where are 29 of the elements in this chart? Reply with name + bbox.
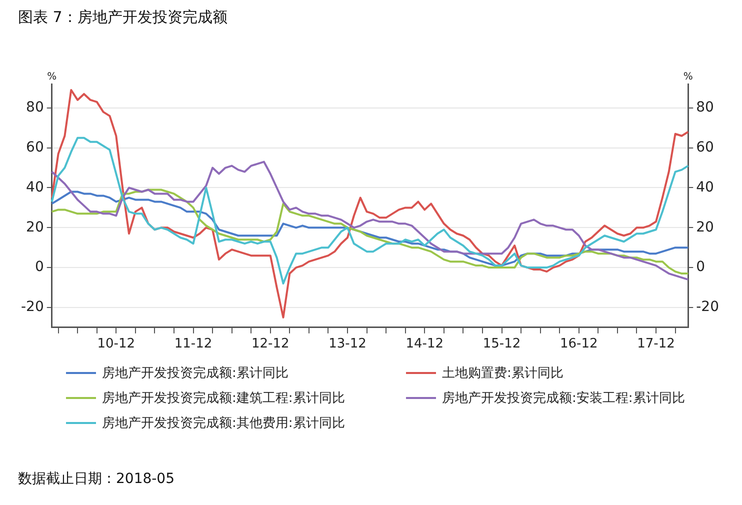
- x-tick-label: 12-12: [251, 336, 290, 352]
- y-tick-label: 60: [26, 139, 44, 156]
- x-tick-label: 13-12: [328, 336, 366, 352]
- legend-label: 房地产开发投资完成额:累计同比: [102, 365, 288, 382]
- y2-tick-label: -20: [696, 299, 720, 316]
- y-tick-label: 0: [34, 259, 44, 276]
- y-tick-label: -20: [20, 299, 44, 316]
- y-tick-label: 20: [26, 219, 44, 236]
- y2-tick-label: 40: [696, 179, 714, 196]
- y2-axis-title: %: [683, 72, 693, 83]
- legend-label: 房地产开发投资完成额:其他费用:累计同比: [102, 415, 345, 432]
- y-tick-label: 40: [26, 179, 44, 196]
- legend-label: 房地产开发投资完成额:建筑工程:累计同比: [102, 390, 345, 407]
- text: 数据截止日期：2018-05: [18, 470, 174, 488]
- x-tick-label: 15-12: [482, 336, 521, 352]
- x-tick-label: 10-12: [97, 336, 136, 352]
- legend-label: 房地产开发投资完成额:安装工程:累计同比: [442, 390, 685, 407]
- y-axis-title: %: [47, 72, 57, 83]
- y-tick-label: 80: [26, 100, 44, 116]
- y2-tick-label: 0: [696, 259, 706, 276]
- x-tick-label: 14-12: [406, 336, 444, 352]
- x-tick-label: 16-12: [560, 336, 598, 352]
- x-tick-label: 11-12: [174, 336, 212, 352]
- legend-label: 土地购置费:累计同比: [442, 365, 564, 382]
- chart-title: 图表 7：房地产开发投资完成额: [18, 8, 228, 27]
- y2-tick-label: 20: [696, 219, 714, 236]
- y2-tick-label: 60: [696, 139, 714, 156]
- y2-tick-label: 80: [696, 100, 714, 116]
- x-tick-label: 17-12: [637, 336, 675, 352]
